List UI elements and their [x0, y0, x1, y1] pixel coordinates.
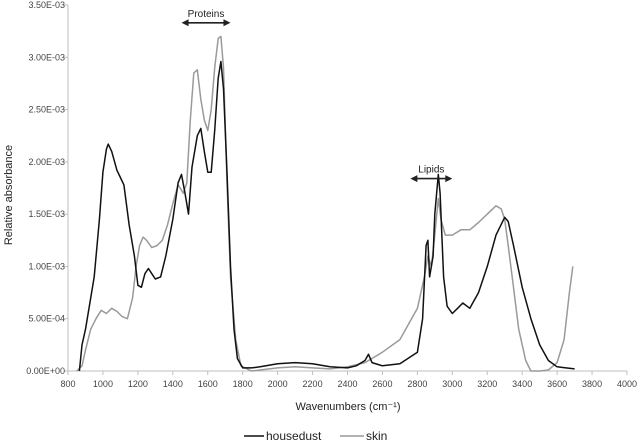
x-tick-label: 2600 [372, 379, 392, 389]
x-tick-label: 1200 [128, 379, 148, 389]
x-tick-label: 3800 [582, 379, 602, 389]
y-tick-labels: 0.00E+00 5.00E-04 1.00E-03 1.50E-03 2.00E-03… [26, 0, 68, 376]
x-tick-label: 800 [60, 379, 75, 389]
legend-label-skin: skin [366, 429, 387, 443]
x-tick-label: 2800 [407, 379, 427, 389]
x-tick-label: 1800 [233, 379, 253, 389]
lipids-label: Lipids [418, 165, 444, 176]
proteins-arrowhead-right [223, 19, 231, 27]
y-tick-label: 1.50E-03 [28, 209, 65, 219]
y-tick-label: 5.00E-04 [28, 314, 65, 324]
legend-item-skin: skin [340, 429, 387, 443]
legend: housedust skin [244, 429, 387, 443]
x-tick-label: 3200 [477, 379, 497, 389]
annotations: Proteins Lipids [181, 9, 453, 183]
lipids-annotation: Lipids [410, 165, 453, 183]
lipids-arrowhead-left [410, 175, 418, 183]
y-tick-label: 0.00E+00 [26, 366, 65, 376]
proteins-label: Proteins [188, 9, 225, 20]
y-tick-label: 3.50E-03 [28, 0, 65, 10]
x-axis-title: Wavenumbers (cm⁻¹) [295, 401, 400, 413]
x-tick-label: 2400 [337, 379, 357, 389]
x-tick-label: 3000 [442, 379, 462, 389]
x-tick-label: 1400 [163, 379, 183, 389]
legend-item-housedust: housedust [244, 429, 322, 443]
series-line-housedust [78, 60, 575, 372]
y-tick-label: 3.00E-03 [28, 52, 65, 62]
y-tick-label: 2.50E-03 [28, 105, 65, 115]
lipids-arrowhead-right [445, 175, 453, 183]
series-layer [76, 35, 575, 372]
series-line-skin [76, 35, 574, 372]
x-tick-label: 2200 [303, 379, 323, 389]
x-tick-label: 1600 [198, 379, 218, 389]
proteins-arrowhead-left [181, 19, 189, 27]
x-tick-label: 3400 [512, 379, 532, 389]
x-tick-label: 3600 [547, 379, 567, 389]
y-tick-label: 2.00E-03 [28, 157, 65, 167]
proteins-annotation: Proteins [181, 9, 231, 27]
legend-label-housedust: housedust [266, 429, 322, 443]
y-axis-title: Relative absorbance [3, 145, 15, 245]
x-tick-labels: 800 1000 1200 1400 1600 1800 2000 2200 2400 2600 2… [60, 371, 637, 389]
y-tick-label: 1.00E-03 [28, 261, 65, 271]
x-tick-label: 1000 [93, 379, 113, 389]
x-tick-label: 2000 [268, 379, 288, 389]
x-tick-label: 4000 [617, 379, 637, 389]
